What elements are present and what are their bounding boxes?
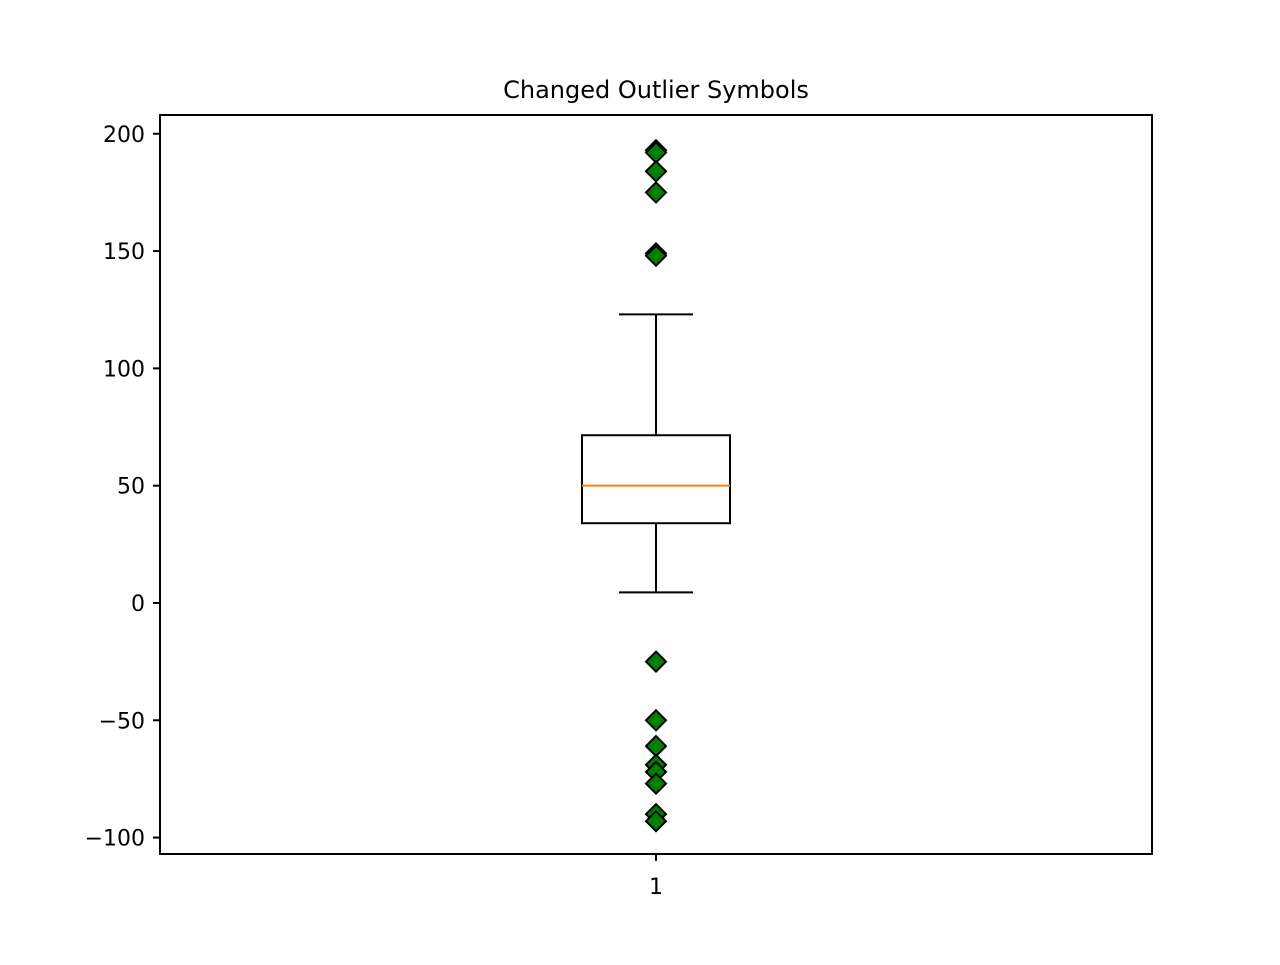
outlier-point	[644, 708, 668, 732]
y-tick-label: 0	[131, 592, 145, 617]
y-tick-label: −100	[85, 827, 145, 852]
outlier-point	[644, 141, 668, 164]
y-tick-label: 50	[117, 475, 145, 500]
outlier-point	[644, 809, 668, 833]
axes-frame	[159, 114, 1153, 855]
y-tick-label: −50	[99, 709, 145, 734]
outlier-point	[644, 181, 668, 204]
chart-title: Changed Outlier Symbols	[503, 76, 809, 104]
outlier-point	[644, 734, 668, 758]
outlier-point	[644, 159, 668, 183]
iqr-box	[581, 434, 731, 525]
outliers-layer	[644, 138, 668, 833]
y-axis: 200 150 100 50 0 −50 −100	[85, 123, 160, 852]
outlier-point	[644, 650, 668, 674]
y-tick-label: 150	[103, 240, 145, 265]
outlier-point	[644, 244, 668, 268]
y-tick-label: 100	[103, 357, 145, 382]
outlier-point	[644, 772, 668, 796]
x-axis: 1	[649, 854, 663, 900]
boxes-layer	[581, 313, 731, 594]
x-tick-label: 1	[649, 875, 663, 900]
y-tick-label: 200	[103, 123, 145, 148]
